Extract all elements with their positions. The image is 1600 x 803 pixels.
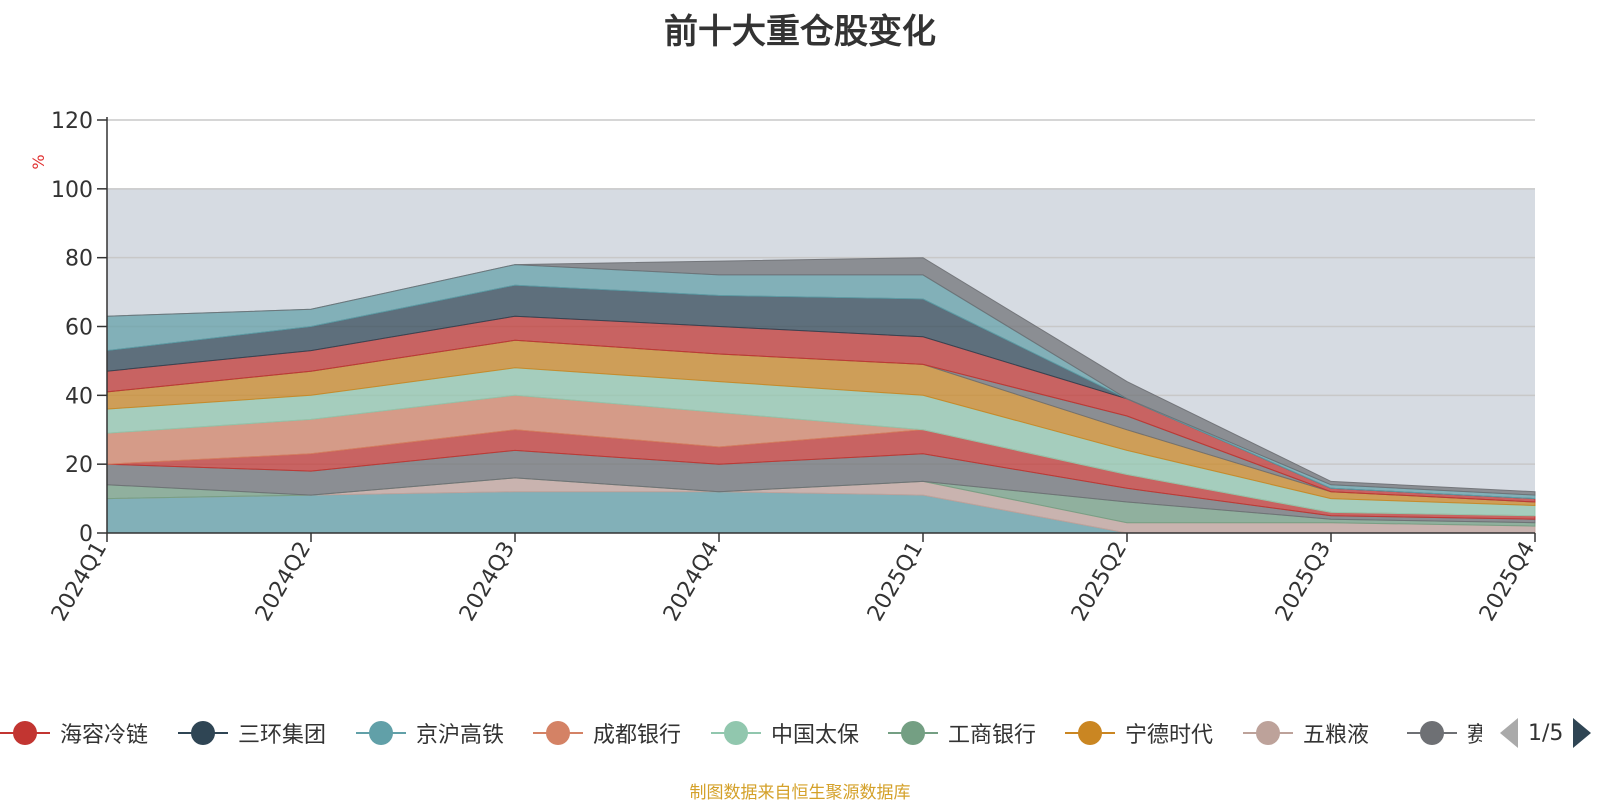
legend-label: 宁德时代 [1125,723,1214,748]
chart-title: 前十大重仓股变化 [664,12,936,52]
legend-page-indicator: 1/5 [1528,720,1564,746]
y-tick-label: 40 [65,384,93,409]
legend-marker-icon [356,720,406,746]
legend-label: 海容冷链 [60,723,149,748]
legend-marker-icon [1065,720,1115,746]
legend-marker-icon [533,720,583,746]
stacked-area-chart: 0 20 40 60 80 100 120 2024Q1 2024Q2 2024Q3 2024Q4 2… [29,109,1540,626]
legend-label: 赛轮轮胎 [1467,723,1482,748]
data-source-note: 制图数据来自恒生聚源数据库 [689,783,911,803]
legend-item[interactable]: 京沪高铁 [356,715,504,751]
legend-marker-icon [178,720,228,746]
series-areas [106,257,1536,534]
x-tick-label: 2024Q1 [47,538,112,626]
legend-items: 海容冷链 三环集团 京沪高铁 成都银行 中国太保 工商银行 宁德时代 五粮液 赛轮轮胎 [0,715,1482,755]
legend-pager: 1/5 [1500,715,1592,751]
legend-label: 中国太保 [771,723,860,748]
y-tick-label: 60 [65,316,93,341]
legend-item[interactable]: 工商银行 [888,715,1036,751]
y-tick-label: 80 [65,247,93,272]
legend-marker-icon [1243,720,1293,746]
legend-label: 工商银行 [948,723,1037,748]
legend-marker-icon [1407,720,1457,746]
y-tick-label: 0 [79,522,93,547]
x-tick-label: 2025Q2 [1067,538,1132,626]
legend-item[interactable]: 三环集团 [178,715,326,751]
legend-item[interactable]: 五粮液 [1243,715,1369,751]
legend-next-icon[interactable] [1573,718,1592,748]
y-tick-label: 100 [51,178,93,203]
y-tick-label: 120 [51,109,93,134]
legend-item[interactable]: 海容冷链 [0,715,148,751]
legend-item[interactable]: 宁德时代 [1065,715,1213,751]
y-axis-unit: % [29,154,48,169]
x-tick-label: 2025Q1 [863,538,928,626]
legend-marker-icon [711,720,761,746]
x-tick-label: 2024Q4 [659,538,724,626]
legend-label: 三环集团 [238,723,327,748]
legend-item[interactable]: 成都银行 [533,715,681,751]
legend-marker-icon [0,720,50,746]
legend-label: 成都银行 [593,723,682,748]
x-tick-label: 2025Q4 [1475,538,1540,626]
legend-marker-icon [888,720,938,746]
legend-item[interactable]: 中国太保 [711,715,859,751]
x-tick-label: 2024Q2 [251,538,316,626]
y-tick-label: 20 [65,453,93,478]
legend: 海容冷链 三环集团 京沪高铁 成都银行 中国太保 工商银行 宁德时代 五粮液 赛轮轮胎 1/5 [0,715,1600,755]
x-tick-label: 2025Q3 [1271,538,1336,626]
legend-item[interactable]: 赛轮轮胎 [1407,715,1482,751]
x-tick-label: 2024Q3 [455,538,520,626]
legend-label: 京沪高铁 [416,723,505,748]
legend-prev-icon[interactable] [1500,718,1518,748]
legend-label: 五粮液 [1303,723,1370,748]
series-area-系列13 [106,257,1536,496]
